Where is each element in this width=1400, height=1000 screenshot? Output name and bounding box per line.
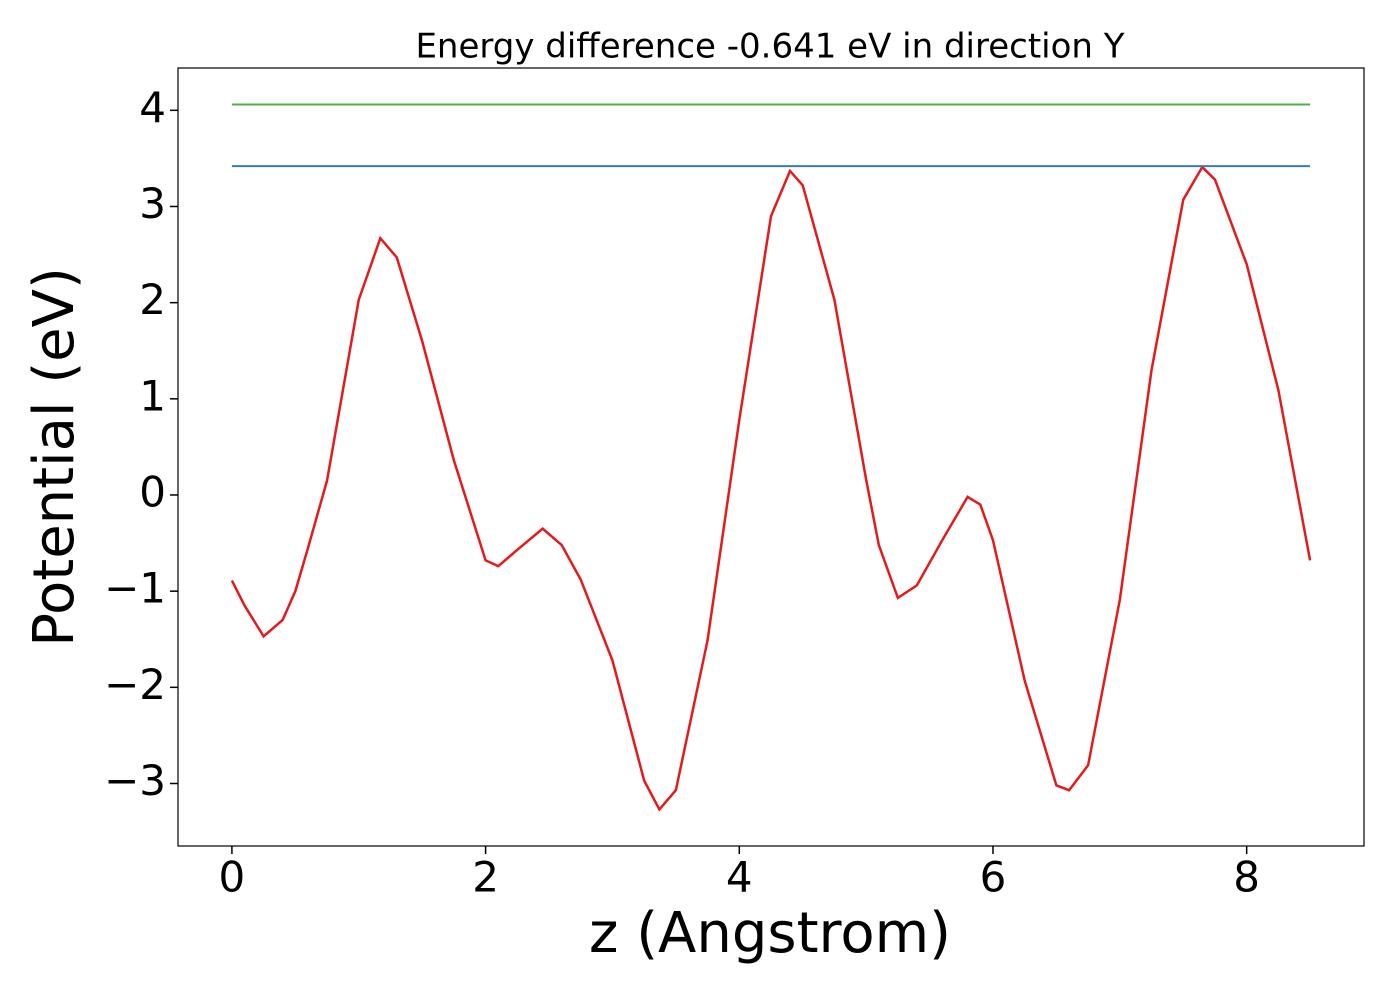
y-tick-label: 1	[139, 371, 166, 420]
y-tick-label: 2	[139, 275, 166, 324]
y-tick-label: 4	[139, 83, 166, 132]
x-tick-label: 0	[219, 853, 246, 902]
chart-title: Energy difference -0.641 eV in direction…	[415, 27, 1124, 67]
y-tick-label: −2	[104, 660, 166, 709]
x-tick-label: 8	[1233, 853, 1260, 902]
plot-frame	[177, 67, 1365, 847]
x-tick-label: 2	[472, 853, 499, 902]
x-tick-label: 4	[726, 853, 753, 902]
line-series	[230, 165, 1312, 812]
y-tick-label: 3	[139, 179, 166, 228]
y-axis-label: Potential (eV)	[22, 267, 87, 647]
x-axis-label: z (Angstrom)	[589, 901, 951, 966]
x-tick-label: 6	[980, 853, 1007, 902]
y-tick-label: 0	[139, 467, 166, 516]
y-tick-label: −1	[104, 564, 166, 613]
y-tick-label: −3	[104, 756, 166, 805]
